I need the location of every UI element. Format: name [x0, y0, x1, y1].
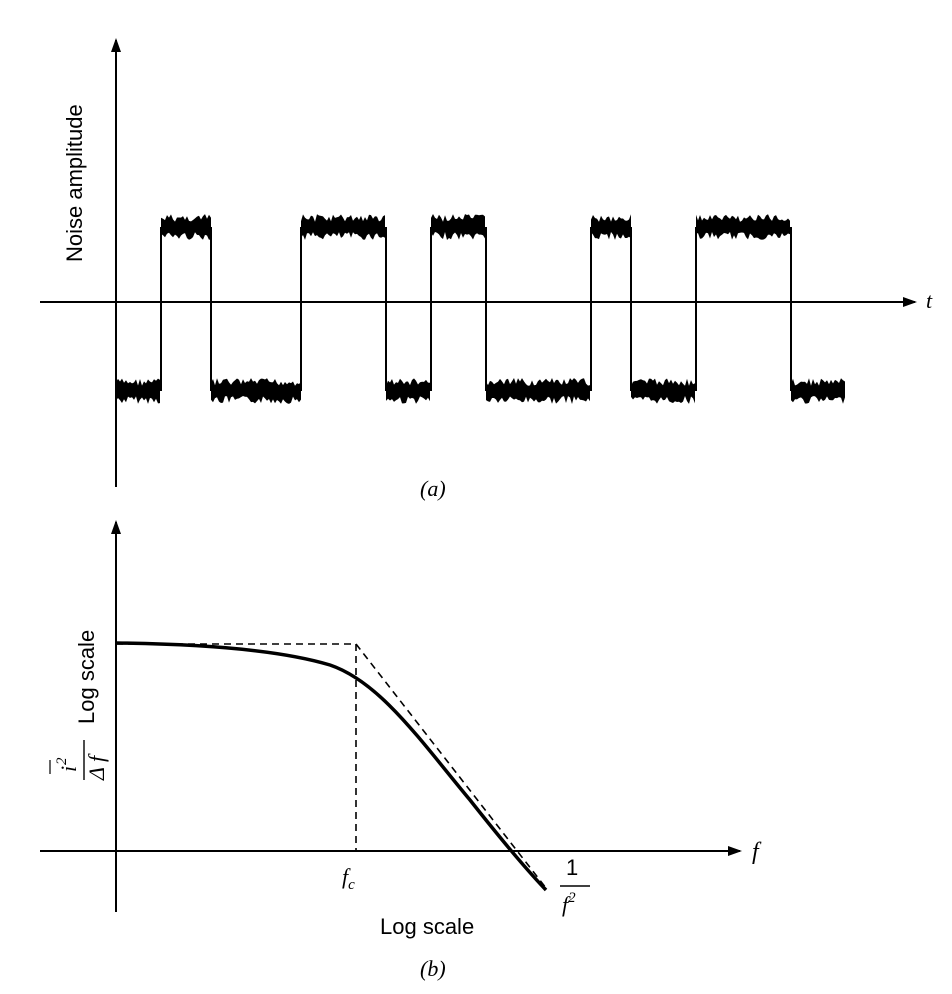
panel-b-caption: (b): [420, 956, 446, 981]
y-label-numerator-exponent: 2: [54, 757, 70, 765]
slope-label-numerator: 1: [566, 855, 578, 880]
noise-segment-low: [486, 378, 590, 404]
y-label-denominator: Δ f: [84, 753, 109, 781]
y-label-numerator: i: [56, 766, 81, 772]
corner-frequency-label: fc: [342, 864, 355, 893]
noise-segment-low: [386, 378, 430, 404]
noise-segment-low: [631, 378, 695, 404]
noise-signal-trace: [116, 214, 845, 404]
noise-segment-low: [791, 378, 845, 404]
panel-b-y-label: i 2 Δ f Log scale: [49, 630, 109, 781]
noise-segment-high: [591, 214, 631, 240]
panel-a: Noise amplitude t (a): [40, 38, 933, 501]
noise-segment-high: [161, 214, 211, 240]
panel-a-x-label: t: [926, 288, 933, 313]
asymptote-slope-dashed: [355, 643, 547, 889]
noise-segment-high: [431, 214, 485, 240]
slope-label-denominator: f2: [562, 890, 576, 917]
noise-segment-high: [301, 214, 385, 240]
panel-a-caption: (a): [420, 476, 446, 501]
panel-b-x-scale-label: Log scale: [380, 914, 474, 939]
noise-segment-high: [696, 214, 790, 240]
slope-label: 1 f2: [560, 855, 590, 917]
y-label-scale: Log scale: [74, 630, 99, 724]
panel-a-y-label: Noise amplitude: [62, 104, 87, 262]
spectrum-curve: [115, 641, 548, 892]
noise-segment-low: [116, 378, 160, 404]
panel-b-x-label: f: [752, 839, 762, 865]
noise-segment-low: [211, 378, 301, 404]
panel-b: i 2 Δ f Log scale f fc 1 f2 Log scale (b…: [40, 520, 762, 981]
